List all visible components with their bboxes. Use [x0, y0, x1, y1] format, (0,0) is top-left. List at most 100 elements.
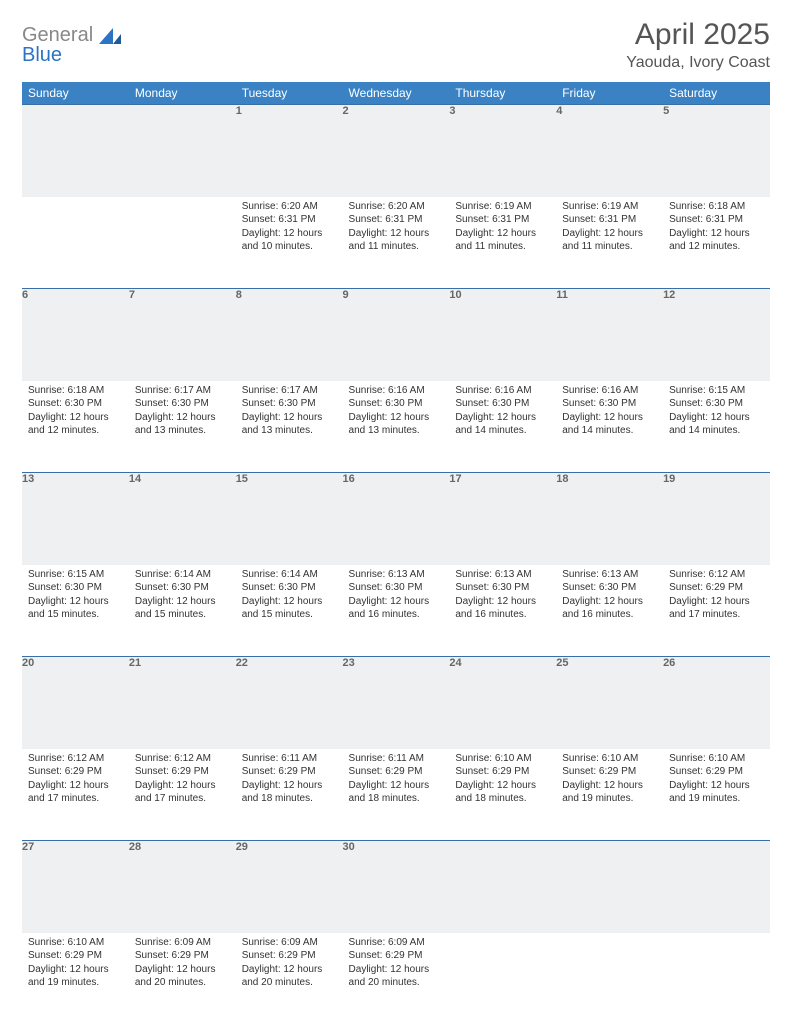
daynum-row: 20212223242526 — [22, 657, 770, 749]
day-body-27: Sunrise: 6:10 AMSunset: 6:29 PMDaylight:… — [22, 933, 129, 996]
daynum-9: 9 — [343, 289, 450, 381]
day-body-2: Sunrise: 6:20 AMSunset: 6:31 PMDaylight:… — [343, 197, 450, 260]
daynum-3: 3 — [449, 105, 556, 197]
day-body-22: Sunrise: 6:11 AMSunset: 6:29 PMDaylight:… — [236, 749, 343, 812]
day-body-24: Sunrise: 6:10 AMSunset: 6:29 PMDaylight:… — [449, 749, 556, 812]
weekday-monday: Monday — [129, 82, 236, 105]
day-body-30: Sunrise: 6:09 AMSunset: 6:29 PMDaylight:… — [343, 933, 450, 996]
week-row: Sunrise: 6:20 AMSunset: 6:31 PMDaylight:… — [22, 197, 770, 289]
day-body-15: Sunrise: 6:14 AMSunset: 6:30 PMDaylight:… — [236, 565, 343, 628]
week-row: Sunrise: 6:18 AMSunset: 6:30 PMDaylight:… — [22, 381, 770, 473]
daynum-empty — [449, 841, 556, 933]
day-body-10: Sunrise: 6:16 AMSunset: 6:30 PMDaylight:… — [449, 381, 556, 444]
day-body-11: Sunrise: 6:16 AMSunset: 6:30 PMDaylight:… — [556, 381, 663, 444]
day-cell-18: Sunrise: 6:13 AMSunset: 6:30 PMDaylight:… — [556, 565, 663, 657]
day-cell-22: Sunrise: 6:11 AMSunset: 6:29 PMDaylight:… — [236, 749, 343, 841]
daynum-18: 18 — [556, 473, 663, 565]
week-row: Sunrise: 6:12 AMSunset: 6:29 PMDaylight:… — [22, 749, 770, 841]
daynum-7: 7 — [129, 289, 236, 381]
weekday-wednesday: Wednesday — [343, 82, 450, 105]
day-body-9: Sunrise: 6:16 AMSunset: 6:30 PMDaylight:… — [343, 381, 450, 444]
daynum-16: 16 — [343, 473, 450, 565]
daynum-8: 8 — [236, 289, 343, 381]
day-cell-10: Sunrise: 6:16 AMSunset: 6:30 PMDaylight:… — [449, 381, 556, 473]
day-body-1: Sunrise: 6:20 AMSunset: 6:31 PMDaylight:… — [236, 197, 343, 260]
weekday-thursday: Thursday — [449, 82, 556, 105]
daynum-24: 24 — [449, 657, 556, 749]
day-body-25: Sunrise: 6:10 AMSunset: 6:29 PMDaylight:… — [556, 749, 663, 812]
day-body-7: Sunrise: 6:17 AMSunset: 6:30 PMDaylight:… — [129, 381, 236, 444]
title-block: April 2025 Yaouda, Ivory Coast — [626, 18, 770, 72]
day-cell-17: Sunrise: 6:13 AMSunset: 6:30 PMDaylight:… — [449, 565, 556, 657]
daynum-empty — [129, 105, 236, 197]
day-body-13: Sunrise: 6:15 AMSunset: 6:30 PMDaylight:… — [22, 565, 129, 628]
day-body-16: Sunrise: 6:13 AMSunset: 6:30 PMDaylight:… — [343, 565, 450, 628]
daynum-10: 10 — [449, 289, 556, 381]
daynum-4: 4 — [556, 105, 663, 197]
daynum-29: 29 — [236, 841, 343, 933]
daynum-28: 28 — [129, 841, 236, 933]
day-body-17: Sunrise: 6:13 AMSunset: 6:30 PMDaylight:… — [449, 565, 556, 628]
daynum-empty — [663, 841, 770, 933]
day-cell-empty — [129, 197, 236, 289]
daynum-26: 26 — [663, 657, 770, 749]
week-row: Sunrise: 6:10 AMSunset: 6:29 PMDaylight:… — [22, 933, 770, 1025]
daynum-25: 25 — [556, 657, 663, 749]
day-cell-14: Sunrise: 6:14 AMSunset: 6:30 PMDaylight:… — [129, 565, 236, 657]
day-cell-28: Sunrise: 6:09 AMSunset: 6:29 PMDaylight:… — [129, 933, 236, 1025]
day-body-28: Sunrise: 6:09 AMSunset: 6:29 PMDaylight:… — [129, 933, 236, 996]
daynum-row: 27282930 — [22, 841, 770, 933]
day-cell-20: Sunrise: 6:12 AMSunset: 6:29 PMDaylight:… — [22, 749, 129, 841]
day-body-29: Sunrise: 6:09 AMSunset: 6:29 PMDaylight:… — [236, 933, 343, 996]
day-body-20: Sunrise: 6:12 AMSunset: 6:29 PMDaylight:… — [22, 749, 129, 812]
day-cell-19: Sunrise: 6:12 AMSunset: 6:29 PMDaylight:… — [663, 565, 770, 657]
day-cell-9: Sunrise: 6:16 AMSunset: 6:30 PMDaylight:… — [343, 381, 450, 473]
weekday-row: SundayMondayTuesdayWednesdayThursdayFrid… — [22, 82, 770, 105]
weekday-sunday: Sunday — [22, 82, 129, 105]
day-cell-empty — [449, 933, 556, 1025]
day-cell-27: Sunrise: 6:10 AMSunset: 6:29 PMDaylight:… — [22, 933, 129, 1025]
day-body-21: Sunrise: 6:12 AMSunset: 6:29 PMDaylight:… — [129, 749, 236, 812]
daynum-19: 19 — [663, 473, 770, 565]
calendar-table: SundayMondayTuesdayWednesdayThursdayFrid… — [22, 82, 770, 1025]
week-row: Sunrise: 6:15 AMSunset: 6:30 PMDaylight:… — [22, 565, 770, 657]
weekday-saturday: Saturday — [663, 82, 770, 105]
day-cell-23: Sunrise: 6:11 AMSunset: 6:29 PMDaylight:… — [343, 749, 450, 841]
day-cell-16: Sunrise: 6:13 AMSunset: 6:30 PMDaylight:… — [343, 565, 450, 657]
day-cell-5: Sunrise: 6:18 AMSunset: 6:31 PMDaylight:… — [663, 197, 770, 289]
daynum-5: 5 — [663, 105, 770, 197]
location: Yaouda, Ivory Coast — [626, 54, 770, 72]
day-body-23: Sunrise: 6:11 AMSunset: 6:29 PMDaylight:… — [343, 749, 450, 812]
daynum-27: 27 — [22, 841, 129, 933]
daynum-empty — [556, 841, 663, 933]
daynum-12: 12 — [663, 289, 770, 381]
daynum-empty — [22, 105, 129, 197]
day-body-3: Sunrise: 6:19 AMSunset: 6:31 PMDaylight:… — [449, 197, 556, 260]
logo-text-blue: Blue — [22, 44, 62, 66]
day-cell-13: Sunrise: 6:15 AMSunset: 6:30 PMDaylight:… — [22, 565, 129, 657]
daynum-row: 12345 — [22, 105, 770, 197]
daynum-13: 13 — [22, 473, 129, 565]
weekday-friday: Friday — [556, 82, 663, 105]
daynum-row: 6789101112 — [22, 289, 770, 381]
day-cell-6: Sunrise: 6:18 AMSunset: 6:30 PMDaylight:… — [22, 381, 129, 473]
day-cell-1: Sunrise: 6:20 AMSunset: 6:31 PMDaylight:… — [236, 197, 343, 289]
day-body-14: Sunrise: 6:14 AMSunset: 6:30 PMDaylight:… — [129, 565, 236, 628]
day-body-6: Sunrise: 6:18 AMSunset: 6:30 PMDaylight:… — [22, 381, 129, 444]
daynum-1: 1 — [236, 105, 343, 197]
day-body-8: Sunrise: 6:17 AMSunset: 6:30 PMDaylight:… — [236, 381, 343, 444]
month-title: April 2025 — [626, 18, 770, 52]
logo-triangle-icon — [99, 28, 121, 44]
daynum-15: 15 — [236, 473, 343, 565]
daynum-2: 2 — [343, 105, 450, 197]
daynum-17: 17 — [449, 473, 556, 565]
day-body-26: Sunrise: 6:10 AMSunset: 6:29 PMDaylight:… — [663, 749, 770, 812]
day-body-19: Sunrise: 6:12 AMSunset: 6:29 PMDaylight:… — [663, 565, 770, 628]
day-cell-25: Sunrise: 6:10 AMSunset: 6:29 PMDaylight:… — [556, 749, 663, 841]
calendar-head: SundayMondayTuesdayWednesdayThursdayFrid… — [22, 82, 770, 105]
day-cell-29: Sunrise: 6:09 AMSunset: 6:29 PMDaylight:… — [236, 933, 343, 1025]
logo: General — [22, 18, 125, 47]
day-cell-12: Sunrise: 6:15 AMSunset: 6:30 PMDaylight:… — [663, 381, 770, 473]
day-body-5: Sunrise: 6:18 AMSunset: 6:31 PMDaylight:… — [663, 197, 770, 260]
daynum-23: 23 — [343, 657, 450, 749]
